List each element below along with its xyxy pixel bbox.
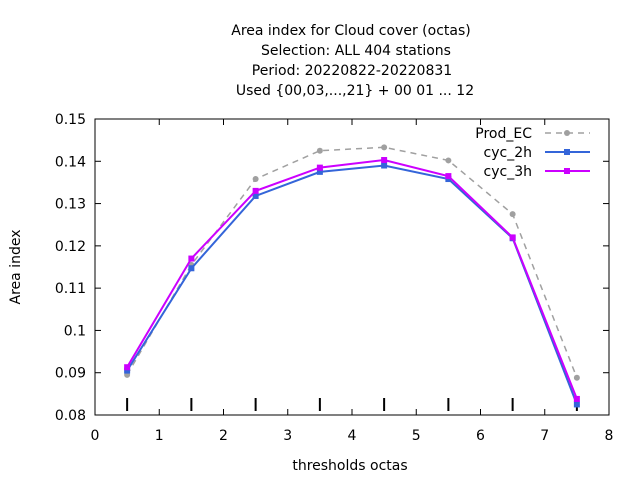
data-point-cyc-3h	[316, 164, 323, 171]
x-tick-label: 7	[540, 428, 549, 444]
data-point-cyc-3h	[381, 157, 388, 164]
data-point-cyc-2h	[188, 265, 195, 272]
data-point-cyc-3h	[188, 255, 195, 262]
legend-label-cyc-3h: cyc_3h	[484, 164, 532, 180]
x-axis-ticks: 0 1 2 3 4 5 6 7 8	[91, 119, 614, 444]
y-axis-label: Area index	[8, 230, 24, 305]
series-line-cyc-2h	[126, 164, 578, 405]
x-tick-label: 5	[412, 428, 421, 444]
y-tick-label: 0.08	[55, 408, 86, 424]
legend: Prod_EC cyc_2h cyc_3h	[475, 126, 590, 180]
series-line-prod-ec	[126, 146, 578, 379]
x-tick-label: 0	[91, 428, 100, 444]
data-point-prod-ec	[509, 211, 516, 218]
data-point-cyc-3h	[252, 187, 259, 194]
legend-marker-cyc-3h	[564, 168, 570, 174]
data-point-cyc-2h	[124, 367, 131, 374]
legend-label-prod-ec: Prod_EC	[475, 126, 532, 142]
data-point-prod-ec	[445, 157, 452, 164]
x-tick-label: 6	[476, 428, 485, 444]
data-point-cyc-2h	[316, 168, 323, 175]
y-tick-label: 0.14	[55, 154, 86, 170]
data-point-prod-ec	[573, 374, 580, 381]
y-tick-label: 0.09	[55, 366, 86, 382]
x-axis-label: thresholds octas	[292, 458, 407, 474]
y-tick-label: 0.11	[55, 281, 86, 297]
x-tick-label: 3	[283, 428, 292, 444]
x-tick-label: 2	[219, 428, 228, 444]
x-tick-label: 1	[155, 428, 164, 444]
data-point-cyc-3h	[124, 364, 131, 371]
chart-title-line-2: Selection: ALL 404 stations	[261, 43, 451, 59]
legend-label-cyc-2h: cyc_2h	[484, 145, 532, 161]
y-tick-label: 0.13	[55, 197, 86, 213]
y-tick-label: 0.1	[64, 323, 86, 339]
data-point-prod-ec	[316, 147, 323, 154]
legend-marker-prod-ec	[564, 130, 570, 136]
chart-title-line-1: Area index for Cloud cover (octas)	[231, 23, 470, 39]
data-point-prod-ec	[381, 144, 388, 151]
chart-title-line-3: Period: 20220822-20220831	[252, 63, 452, 79]
data-point-cyc-3h	[509, 234, 516, 241]
threshold-markers	[126, 398, 578, 411]
y-tick-label: 0.12	[55, 239, 86, 255]
x-tick-label: 8	[605, 428, 614, 444]
data-point-cyc-2h	[573, 401, 580, 408]
data-point-cyc-3h	[573, 395, 580, 402]
y-axis-ticks: 0.08 0.09 0.1 0.11 0.12 0.13 0.14 0.15	[55, 112, 609, 424]
chart-title-line-4: Used {00,03,...,21} + 00 01 ... 12	[236, 83, 474, 99]
series-layer	[124, 144, 580, 408]
x-tick-label: 4	[348, 428, 357, 444]
data-point-cyc-3h	[445, 173, 452, 180]
data-point-cyc-2h	[381, 162, 388, 169]
data-point-cyc-2h	[252, 192, 259, 199]
y-tick-label: 0.15	[55, 112, 86, 128]
legend-marker-cyc-2h	[564, 149, 570, 155]
data-point-prod-ec	[252, 176, 259, 183]
series-line-cyc-3h	[126, 158, 578, 400]
